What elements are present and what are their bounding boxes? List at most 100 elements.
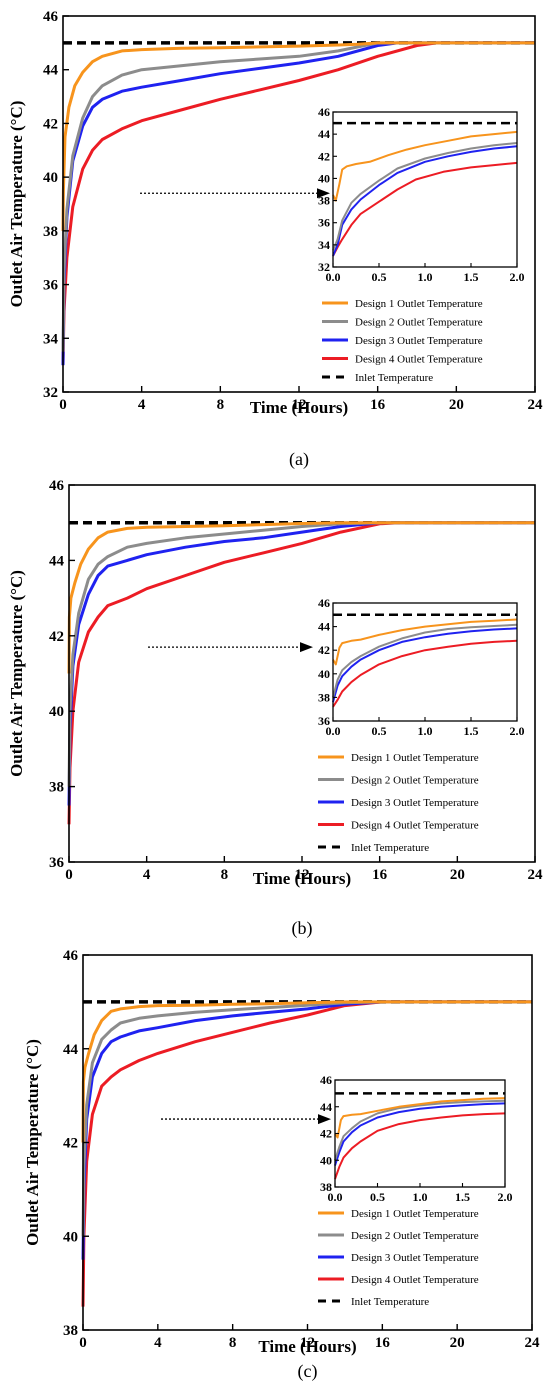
y-tick-label: 38 [43, 224, 58, 240]
legend-label: Design 2 Outlet Temperature [355, 317, 483, 329]
x-tick-label: 8 [221, 867, 229, 883]
inset-y-tick-label: 44 [318, 127, 330, 141]
y-axis-label: Outlet Air Temperature (°C) [23, 1039, 42, 1246]
inset-y-tick-label: 42 [318, 643, 330, 657]
x-tick-label: 8 [229, 1335, 237, 1351]
x-tick-label: 16 [375, 1335, 391, 1351]
x-tick-label: 12 [300, 1335, 315, 1351]
x-tick-label: 16 [372, 867, 388, 883]
legend-label: Design 1 Outlet Temperature [355, 298, 483, 310]
inset-x-tick-label: 2.0 [510, 270, 525, 284]
x-tick-label: 12 [292, 397, 307, 413]
inset-y-tick-label: 46 [318, 596, 330, 610]
inset-series-design-4-outlet-temperature [334, 1112, 506, 1180]
inset-background [333, 112, 517, 267]
inset-y-tick-label: 46 [318, 105, 330, 119]
inset-series-design-2-outlet-temperature [334, 1099, 506, 1161]
panel-label: (a) [289, 449, 309, 470]
inset-series-design-3-outlet-temperature [332, 145, 518, 257]
inset-x-tick-label: 1.0 [418, 270, 433, 284]
inset-series-design-1-outlet-temperature [332, 618, 518, 666]
inset-pointer-arrowhead [317, 188, 330, 199]
y-tick-label: 34 [43, 331, 59, 347]
inset-y-tick-label: 40 [318, 171, 330, 185]
main-series-design-2-outlet-temperature [81, 1000, 532, 1237]
main-series-design-1-outlet-temperature [81, 1000, 532, 1143]
inset-plot: 0.0 0.5 1.0 1.5 2.0 36 38 40 42 44 46 [318, 596, 525, 738]
inset-y-tick-label: 40 [318, 667, 330, 681]
inset-y-tick-label: 32 [318, 260, 330, 274]
y-tick-label: 42 [49, 629, 64, 645]
main-series-design-3-outlet-temperature [67, 521, 535, 806]
legend-label: Design 3 Outlet Temperature [351, 1252, 479, 1264]
x-axis-label: Time (Hours) [258, 1337, 356, 1356]
inset-series-design-3-outlet-temperature [332, 627, 518, 703]
legend-label: Design 4 Outlet Temperature [351, 820, 479, 832]
legend-label: Design 3 Outlet Temperature [355, 335, 483, 347]
x-axis-label: Time (Hours) [250, 398, 348, 417]
x-tick-label: 4 [138, 397, 146, 413]
inset-x-tick-label: 0.5 [372, 270, 387, 284]
main-series-design-4-outlet-temperature [67, 521, 535, 825]
inset-x-tick-label: 1.5 [464, 270, 479, 284]
inset-x-tick-label: 1.0 [418, 724, 433, 738]
legend-label: Design 4 Outlet Temperature [355, 354, 483, 366]
main-series-design-4-outlet-temperature [81, 1000, 532, 1307]
inset-x-tick-label: 1.5 [464, 724, 479, 738]
x-tick-label: 0 [59, 397, 67, 413]
inset-x-tick-label: 0.5 [372, 724, 387, 738]
inset-series-design-4-outlet-temperature [332, 639, 518, 708]
main-series-design-1-outlet-temperature [61, 41, 535, 231]
panel-label: (b) [292, 918, 313, 939]
x-tick-label: 24 [528, 867, 544, 883]
x-tick-label: 16 [370, 397, 386, 413]
x-tick-label: 20 [449, 397, 464, 413]
inset-y-tick-label: 42 [318, 149, 330, 163]
main-series-design-2-outlet-temperature [61, 41, 535, 352]
legend-label: Design 3 Outlet Temperature [351, 797, 479, 809]
legend-label: Design 2 Outlet Temperature [351, 1230, 479, 1242]
main-series-design-3-outlet-temperature [81, 1000, 532, 1260]
x-tick-label: 12 [295, 867, 310, 883]
inset-y-tick-label: 36 [318, 216, 330, 230]
y-tick-label: 36 [43, 278, 59, 294]
legend-label: Design 1 Outlet Temperature [351, 1208, 479, 1220]
legend-label: Design 4 Outlet Temperature [351, 1274, 479, 1286]
y-tick-label: 46 [49, 478, 65, 494]
x-tick-label: 4 [154, 1335, 162, 1351]
y-tick-label: 40 [63, 1229, 78, 1245]
inset-y-tick-label: 36 [318, 714, 330, 728]
inset-x-tick-label: 0.0 [328, 1190, 343, 1204]
inset-series-design-2-outlet-temperature [332, 623, 518, 698]
y-tick-label: 44 [49, 553, 65, 569]
main-series-design-4-outlet-temperature [61, 41, 535, 366]
legend-label: Inlet Temperature [351, 842, 429, 854]
y-tick-label: 38 [63, 1323, 78, 1339]
y-tick-label: 44 [63, 1042, 79, 1058]
y-tick-label: 40 [49, 704, 64, 720]
inset-series-design-2-outlet-temperature [332, 142, 518, 251]
inset-y-tick-label: 38 [318, 194, 330, 208]
legend-label: Inlet Temperature [355, 372, 433, 384]
legend-label: Inlet Temperature [351, 1296, 429, 1308]
y-tick-label: 42 [43, 116, 58, 132]
y-axis-label: Outlet Air Temperature (°C) [7, 570, 26, 777]
inset-y-tick-label: 38 [320, 1180, 332, 1194]
x-tick-label: 8 [217, 397, 225, 413]
y-tick-label: 42 [63, 1136, 78, 1152]
main-series-design-2-outlet-temperature [67, 521, 535, 787]
inset-x-tick-label: 0.0 [326, 724, 341, 738]
legend: Design 1 Outlet Temperature Design 2 Outl… [318, 752, 479, 854]
inset-plot: 0.0 0.5 1.0 1.5 2.0 38 40 42 44 46 [320, 1073, 513, 1204]
inset-x-tick-label: 2.0 [498, 1190, 513, 1204]
legend-label: Design 1 Outlet Temperature [351, 752, 479, 764]
inset-x-tick-label: 2.0 [510, 724, 525, 738]
x-tick-label: 0 [65, 867, 73, 883]
inset-plot: 0.0 0.5 1.0 1.5 2.0 32 34 36 38 40 42 44 46 [318, 105, 525, 284]
inset-series-design-4-outlet-temperature [332, 161, 518, 257]
x-tick-label: 20 [450, 1335, 465, 1351]
x-axis-label: Time (Hours) [253, 869, 351, 888]
inset-series-design-3-outlet-temperature [334, 1102, 506, 1166]
inset-background [333, 603, 517, 721]
